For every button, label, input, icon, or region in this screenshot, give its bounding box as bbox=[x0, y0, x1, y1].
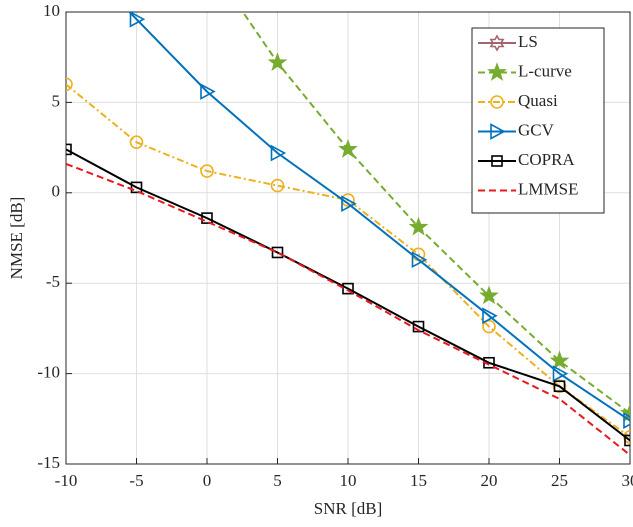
marker bbox=[411, 251, 428, 269]
x-tick-label: 5 bbox=[273, 471, 282, 490]
legend-label: L-curve bbox=[518, 61, 572, 80]
legend-marker bbox=[491, 155, 503, 167]
marker bbox=[552, 379, 567, 394]
x-tick-label: -5 bbox=[129, 471, 143, 490]
marker bbox=[267, 52, 288, 72]
legend-marker bbox=[490, 123, 506, 140]
y-tick-label: -10 bbox=[37, 363, 60, 382]
legend-marker bbox=[490, 95, 504, 109]
x-tick-label: 0 bbox=[203, 471, 212, 490]
legend-marker bbox=[489, 34, 505, 52]
marker bbox=[129, 135, 144, 149]
x-tick-label: 25 bbox=[551, 471, 568, 490]
x-tick-label: 20 bbox=[481, 471, 498, 490]
marker bbox=[129, 12, 146, 28]
legend-label: LS bbox=[518, 32, 538, 51]
marker bbox=[270, 144, 287, 162]
marker bbox=[623, 412, 630, 429]
marker bbox=[553, 380, 566, 393]
series-line bbox=[66, 148, 630, 442]
x-tick-label: 30 bbox=[622, 471, 633, 490]
legend-label: LMMSE bbox=[518, 179, 578, 198]
legend-label: Quasi bbox=[518, 91, 558, 110]
marker bbox=[479, 285, 499, 305]
marker bbox=[408, 216, 429, 236]
marker bbox=[66, 143, 72, 156]
x-tick-label: 15 bbox=[410, 471, 427, 490]
marker bbox=[338, 139, 358, 158]
marker bbox=[624, 434, 630, 447]
marker bbox=[201, 212, 213, 224]
marker bbox=[66, 77, 73, 92]
marker bbox=[342, 282, 354, 295]
marker bbox=[552, 365, 569, 382]
x-tick-label: -10 bbox=[55, 471, 78, 490]
marker bbox=[200, 164, 214, 178]
marker bbox=[270, 178, 285, 193]
x-tick-label: 10 bbox=[340, 471, 357, 490]
marker bbox=[271, 246, 284, 259]
plot-layer bbox=[66, 12, 630, 456]
y-tick-label: 10 bbox=[43, 1, 60, 20]
marker bbox=[482, 307, 498, 325]
legend-marker bbox=[487, 62, 507, 81]
marker bbox=[341, 195, 357, 212]
y-axis-label: NMSE [dB] bbox=[7, 197, 26, 280]
legend-label: GCV bbox=[518, 120, 555, 139]
series-line bbox=[128, 12, 630, 422]
marker bbox=[412, 320, 425, 333]
y-tick-label: 0 bbox=[52, 182, 61, 201]
axes-box bbox=[65, 11, 631, 465]
y-tick-label: -5 bbox=[46, 272, 60, 291]
series-line bbox=[66, 162, 630, 456]
marker bbox=[482, 319, 496, 334]
marker bbox=[200, 83, 216, 100]
y-tick-label: -15 bbox=[37, 453, 60, 472]
marker bbox=[130, 181, 143, 194]
legend-box bbox=[471, 27, 605, 214]
legend-label: COPRA bbox=[518, 150, 575, 169]
y-tick-label: 5 bbox=[52, 91, 61, 110]
x-axis-label: SNR [dB] bbox=[314, 499, 382, 518]
marker bbox=[549, 350, 570, 370]
